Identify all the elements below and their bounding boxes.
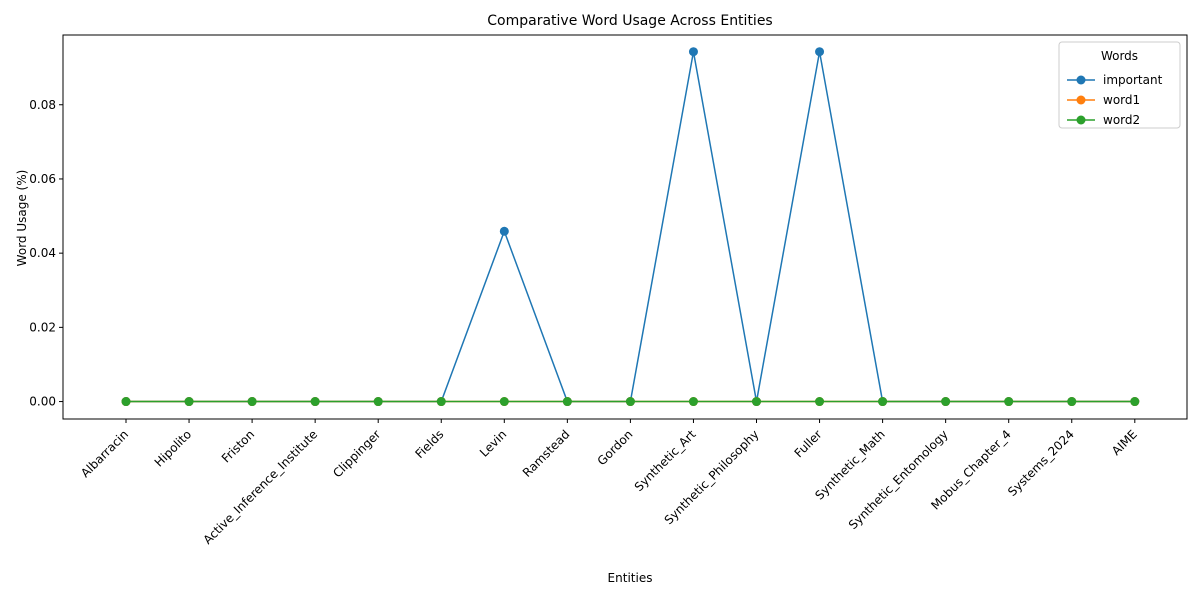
data-point-word2 <box>436 397 446 407</box>
data-point-word2 <box>562 397 572 407</box>
y-tick-label: 0.00 <box>29 395 56 409</box>
legend-box <box>1058 41 1181 129</box>
series-line-important <box>126 50 1135 403</box>
legend-label-word2: word2 <box>1103 113 1140 127</box>
data-point-word2 <box>1130 397 1140 407</box>
x-tick-label: Synthetic_Art <box>632 427 699 494</box>
x-tick-label: Gordon <box>595 427 636 468</box>
data-point-word2 <box>688 397 698 407</box>
x-tick-label: Albarracin <box>78 427 131 480</box>
y-tick-label: 0.02 <box>29 320 56 334</box>
chart-title: Comparative Word Usage Across Entities <box>487 13 772 29</box>
data-point-word2 <box>499 397 509 407</box>
x-tick-label: Active_Inference_Institute <box>201 427 321 547</box>
y-tick-label: 0.08 <box>29 98 56 112</box>
data-point-important <box>815 47 825 57</box>
legend-marker-important <box>1076 75 1086 85</box>
y-tick-label: 0.04 <box>29 246 56 260</box>
y-axis-label: Word Usage (%) <box>15 170 29 267</box>
x-tick-label: Clippinger <box>330 427 383 480</box>
x-tick-label: Ramstead <box>520 427 573 480</box>
data-point-word2 <box>752 397 761 407</box>
legend-label-word1: word1 <box>1103 93 1140 107</box>
data-point-important <box>688 47 698 57</box>
x-tick-label: AIME <box>1109 427 1140 458</box>
legend-marker-word1 <box>1076 95 1086 105</box>
legend-marker-word2 <box>1076 115 1086 125</box>
y-tick-label: 0.06 <box>29 172 56 186</box>
data-point-word2 <box>184 397 194 407</box>
x-tick-label: Fuller <box>792 427 825 460</box>
legend-title: Words <box>1101 49 1138 63</box>
x-tick-label: Friston <box>219 427 257 465</box>
data-point-word2 <box>625 397 635 407</box>
data-point-word2 <box>373 397 383 407</box>
x-tick-label: Systems_2024 <box>1005 427 1077 499</box>
data-point-word2 <box>247 397 257 407</box>
data-point-word2 <box>121 397 131 407</box>
x-tick-label: Fields <box>412 427 446 461</box>
axes-frame <box>62 34 1188 420</box>
data-point-word2 <box>815 397 825 407</box>
data-point-word2 <box>1067 397 1077 407</box>
x-axis-label: Entities <box>608 571 653 585</box>
plot-area: 0.00 0.02 0.04 0.06 0.08 Albarracin Hipolito Fr… <box>29 34 1188 547</box>
x-tick-label: Levin <box>477 427 509 459</box>
legend-label-important: important <box>1103 73 1163 87</box>
x-tick-label: Hipolito <box>152 427 194 469</box>
data-point-word2 <box>878 397 888 407</box>
data-point-word2 <box>1004 397 1014 407</box>
data-point-word2 <box>310 397 320 407</box>
data-point-important <box>499 226 509 236</box>
legend: Words important word1 word2 <box>1058 41 1181 129</box>
data-point-word2 <box>941 397 951 407</box>
